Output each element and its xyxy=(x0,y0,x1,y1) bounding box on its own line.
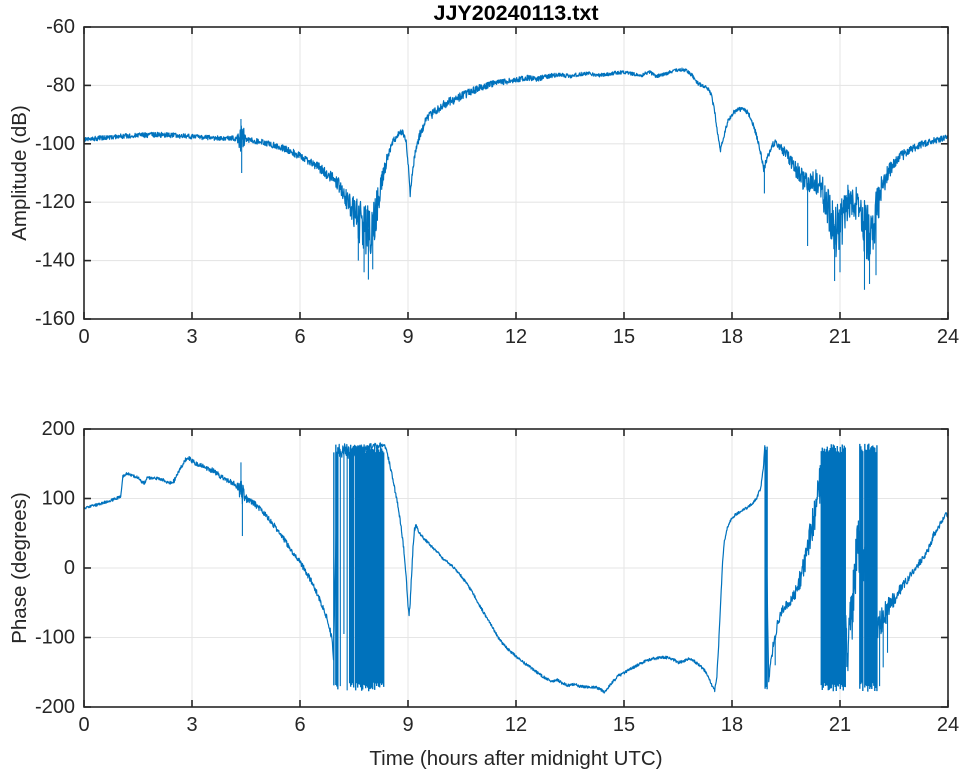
amplitude-trace-group xyxy=(84,67,948,290)
amplitude-y-axis-label: Amplitude (dB) xyxy=(8,105,31,241)
amplitude-ytick-label: -80 xyxy=(46,74,75,96)
phase-degrees-trace xyxy=(84,442,948,694)
amplitude-xtick-label: 12 xyxy=(505,326,527,348)
amplitude-ytick-label: -120 xyxy=(35,191,75,213)
amplitude-xtick-label: 3 xyxy=(186,326,197,348)
phase-ytick-label: -200 xyxy=(35,696,75,718)
amplitude-ytick-label: -100 xyxy=(35,133,75,155)
phase-xtick-label: 24 xyxy=(937,714,959,736)
amplitude-xtick-label: 18 xyxy=(721,326,743,348)
phase-ytick-label: 100 xyxy=(42,488,75,510)
amplitude-subplot: 0 3 6 9 12 15 18 21 24 -160 -140 -120 -100 -80 -60 xyxy=(35,16,959,348)
phase-xtick-label: 6 xyxy=(294,714,305,736)
phase-xtick-label: 15 xyxy=(613,714,635,736)
amplitude-dB-trace xyxy=(84,67,948,261)
phase-xtick-label: 3 xyxy=(186,714,197,736)
amplitude-xtick-label: 6 xyxy=(294,326,305,348)
phase-y-axis-label: Phase (degrees) xyxy=(8,492,31,644)
amplitude-xtick-label: 15 xyxy=(613,326,635,348)
phase-xtick-label: 0 xyxy=(78,714,89,736)
amplitude-ytick-label: -60 xyxy=(46,16,75,38)
phase-trace-group xyxy=(84,442,948,694)
amplitude-xtick-label: 24 xyxy=(937,326,959,348)
amplitude-ytick-label: -140 xyxy=(35,250,75,272)
amplitude-xtick-label: 0 xyxy=(78,326,89,348)
phase-xtick-label: 18 xyxy=(721,714,743,736)
amplitude-xtick-label: 21 xyxy=(829,326,851,348)
phase-subplot: 0 3 6 9 12 15 18 21 24 -200 -100 0 100 200 xyxy=(35,418,959,736)
phase-ytick-label: -100 xyxy=(35,627,75,649)
x-axis-label: Time (hours after midnight UTC) xyxy=(369,747,663,770)
plot-title: JJY20240113.txt xyxy=(433,1,599,25)
phase-xtick-label: 9 xyxy=(402,714,413,736)
phase-xtick-label: 21 xyxy=(829,714,851,736)
phase-ytick-label: 0 xyxy=(64,557,75,579)
amplitude-ytick-label: -160 xyxy=(35,308,75,330)
phase-ytick-label: 200 xyxy=(42,418,75,440)
phase-xtick-label: 12 xyxy=(505,714,527,736)
amplitude-xtick-label: 9 xyxy=(402,326,413,348)
